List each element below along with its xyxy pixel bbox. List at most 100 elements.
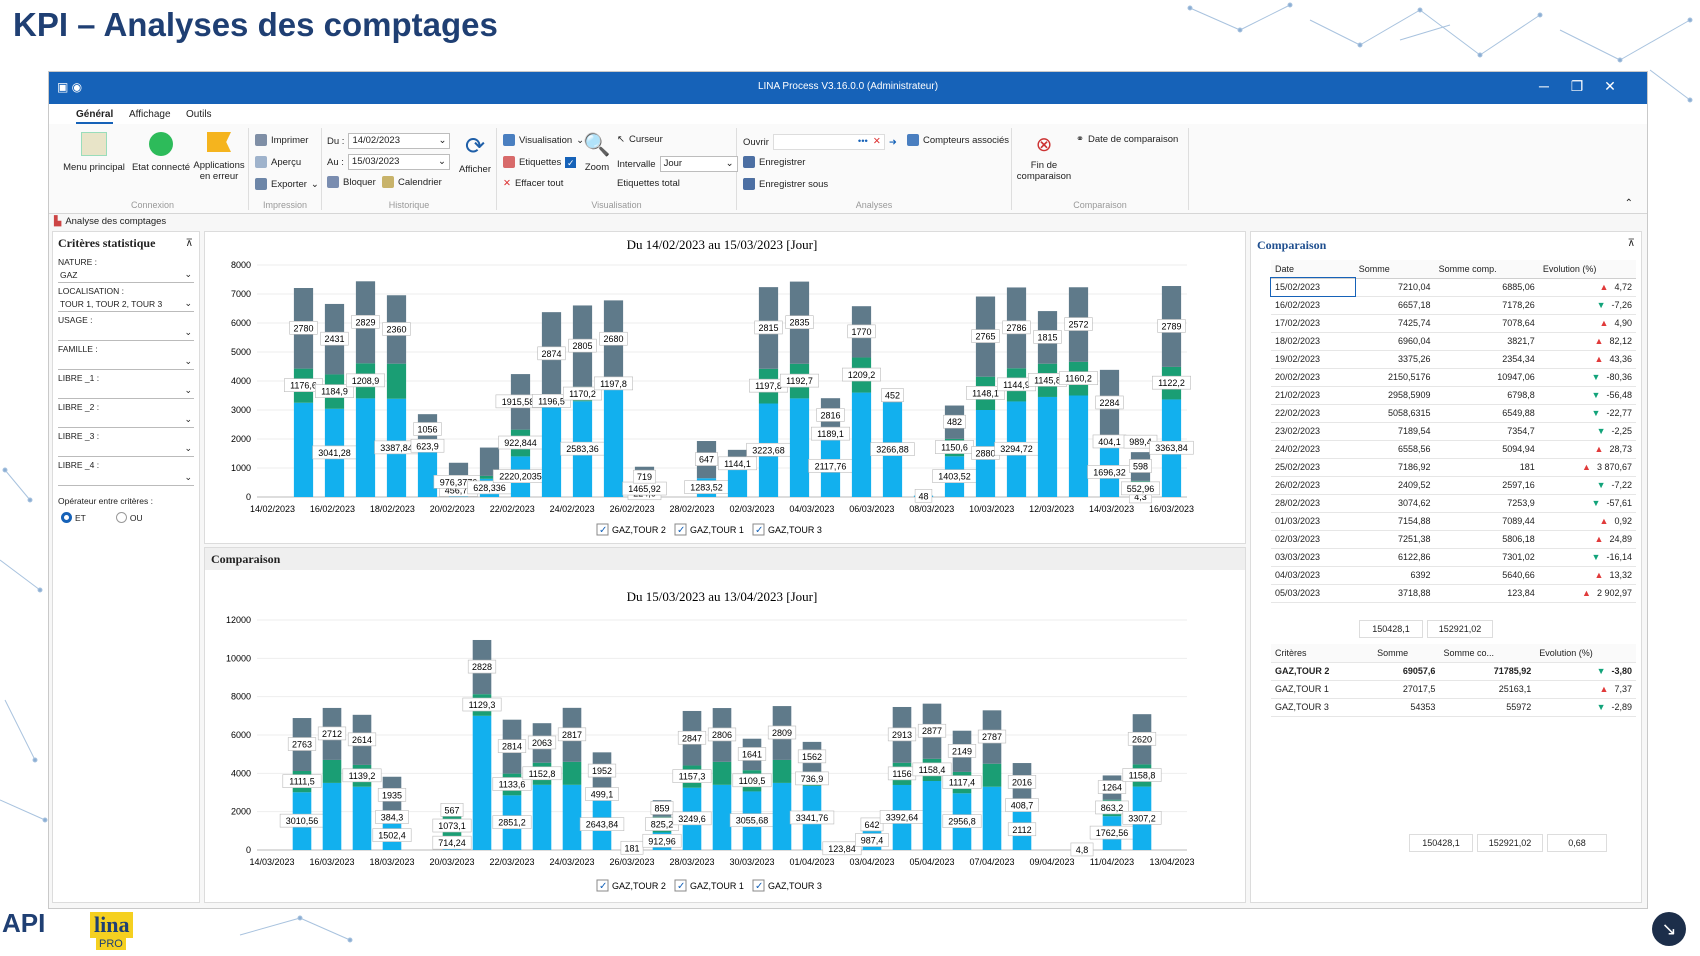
bloquer-button[interactable]: Bloquer <box>327 176 376 188</box>
enregistrer-button[interactable]: Enregistrer <box>743 156 805 168</box>
browse-dots[interactable]: ••• <box>857 136 868 147</box>
criteria-select[interactable]: ⌄ <box>58 471 194 486</box>
pin-icon[interactable]: ⊼ <box>185 238 193 249</box>
tab-affichage[interactable]: Affichage <box>129 109 171 120</box>
table-row[interactable]: 02/03/2023 7251,38 5806,18 ▲ 24,89 <box>1271 530 1636 549</box>
zoom-button[interactable]: 🔍 Zoom <box>583 132 611 173</box>
bar-segment[interactable] <box>322 782 342 850</box>
imprimer-button[interactable]: Imprimer <box>255 134 308 146</box>
bar-segment[interactable] <box>562 761 582 785</box>
etiquettes-toggle[interactable]: Etiquettes ✓ <box>503 156 577 168</box>
table-row[interactable]: 17/02/2023 7425,74 7078,64 ▲ 4,90 <box>1271 314 1636 333</box>
bar-segment[interactable] <box>352 786 372 850</box>
col-somme[interactable]: Somme <box>1354 260 1435 279</box>
bar-segment[interactable] <box>712 761 732 785</box>
bar-segment[interactable] <box>562 784 582 850</box>
etat-connecte-button[interactable]: Etat connecté <box>131 132 191 173</box>
col-somme-comp[interactable]: Somme comp. <box>1434 260 1539 279</box>
bar-segment[interactable] <box>472 715 492 850</box>
etiquettes-checkbox[interactable]: ✓ <box>565 156 577 168</box>
date-au-field[interactable]: 15/03/2023 ⌄ <box>347 154 450 170</box>
legend-checkbox[interactable] <box>674 879 687 892</box>
table-row[interactable]: 01/03/2023 7154,88 7089,44 ▲ 0,92 <box>1271 512 1636 531</box>
bar-segment[interactable] <box>1037 396 1058 497</box>
bar-segment[interactable] <box>789 398 810 497</box>
ouvrir-field[interactable]: ••• ✕ <box>772 134 885 150</box>
bar-segment[interactable] <box>712 784 732 850</box>
legend-item[interactable]: ✓ GAZ,TOUR 2 <box>596 523 666 536</box>
table-row[interactable]: 26/02/2023 2409,52 2597,16 ▼ -7,22 <box>1271 476 1636 495</box>
radio-ou[interactable]: OU <box>115 512 143 523</box>
compteurs-associes-button[interactable]: Compteurs associés <box>907 134 1009 146</box>
bar-segment[interactable] <box>982 786 1002 850</box>
legend-item[interactable]: ✓ GAZ,TOUR 1 <box>674 879 744 892</box>
criteria-select[interactable]: ⌄ <box>58 355 194 370</box>
legend-item[interactable]: ✓ GAZ,TOUR 2 <box>596 879 666 892</box>
table-row[interactable]: GAZ,TOUR 3 54353 55972 ▼ -2,89 <box>1271 698 1636 717</box>
legend-item[interactable]: ✓ GAZ,TOUR 3 <box>752 879 822 892</box>
bar-segment[interactable] <box>541 407 562 497</box>
bar-segment[interactable] <box>386 363 407 399</box>
tab-outils[interactable]: Outils <box>186 109 212 120</box>
col-date[interactable]: Date <box>1271 260 1355 279</box>
table-row[interactable]: 04/03/2023 6392 5640,66 ▲ 13,32 <box>1271 566 1636 585</box>
criteria-select[interactable]: ⌄ <box>58 326 194 341</box>
bar-segment[interactable] <box>479 447 500 476</box>
table-row[interactable]: 22/02/2023 5058,6315 6549,88 ▼ -22,77 <box>1271 404 1636 423</box>
menu-principal-button[interactable]: Menu principal <box>59 132 129 173</box>
col-evolution[interactable]: Evolution (%) <box>1535 644 1636 663</box>
criteria-select[interactable]: GAZ ⌄ <box>58 268 194 283</box>
col-evolution[interactable]: Evolution (%) <box>1538 260 1636 279</box>
apercu-button[interactable]: Aperçu <box>255 156 301 168</box>
table-row[interactable]: GAZ,TOUR 2 69057,6 71785,92 ▼ -3,80 <box>1271 662 1636 681</box>
minimize-button[interactable]: ─ <box>1539 78 1549 94</box>
calendrier-button[interactable]: Calendrier <box>382 176 442 188</box>
quick-access-icon[interactable]: ▣ ◉ <box>57 80 83 94</box>
bar-segment[interactable] <box>417 447 438 497</box>
bar-segment[interactable] <box>479 475 500 479</box>
legend-item[interactable]: ✓ GAZ,TOUR 3 <box>752 523 822 536</box>
table-row[interactable]: 03/03/2023 6122,86 7301,02 ▼ -16,14 <box>1271 548 1636 567</box>
table-row[interactable]: 24/02/2023 6558,56 5094,94 ▲ 28,73 <box>1271 440 1636 459</box>
bar-segment[interactable] <box>982 763 1002 787</box>
table-row[interactable]: 18/02/2023 6960,04 3821,7 ▲ 82,12 <box>1271 332 1636 351</box>
intervalle-select[interactable]: Jour ⌄ <box>659 156 738 172</box>
go-arrow-icon[interactable]: ➜ <box>888 136 897 148</box>
criteria-select[interactable]: ⌄ <box>58 413 194 428</box>
date-du-field[interactable]: 14/02/2023 ⌄ <box>348 133 451 149</box>
bar-segment[interactable] <box>772 782 792 850</box>
legend-checkbox[interactable] <box>752 879 765 892</box>
criteria-select[interactable]: ⌄ <box>58 384 194 399</box>
legend-checkbox[interactable] <box>596 879 609 892</box>
legend-checkbox[interactable] <box>752 523 765 536</box>
table-row[interactable]: 20/02/2023 2150,5176 10947,06 ▼ -80,36 <box>1271 368 1636 387</box>
restore-button[interactable]: ❐ <box>1570 78 1584 94</box>
table-row[interactable]: 28/02/2023 3074,62 7253,9 ▼ -57,61 <box>1271 494 1636 513</box>
tab-general[interactable]: Général <box>76 109 114 124</box>
collapse-ribbon-icon[interactable]: ⌃ <box>1624 198 1633 209</box>
fin-comparaison-button[interactable]: ⊗ Fin de comparaison <box>1016 132 1072 182</box>
col-criteres[interactable]: Critères <box>1271 644 1374 663</box>
bar-segment[interactable] <box>603 389 624 497</box>
bar-segment[interactable] <box>532 784 552 850</box>
date-comparaison-button[interactable]: ⚭ Date de comparaison <box>1076 134 1178 145</box>
bar-segment[interactable] <box>851 392 872 497</box>
bar-segment[interactable] <box>322 759 342 783</box>
effacer-tout-button[interactable]: ✕ Effacer tout <box>503 178 563 189</box>
bar-segment[interactable] <box>1068 395 1089 498</box>
exporter-button[interactable]: Exporter ⌄ <box>255 178 319 190</box>
table-row[interactable]: 25/02/2023 7186,92 181 ▲ 3 870,67 <box>1271 458 1636 477</box>
col-somme-co[interactable]: Somme co... <box>1439 644 1536 663</box>
legend-checkbox[interactable] <box>596 523 609 536</box>
close-button[interactable]: ✕ <box>1604 78 1616 94</box>
criteria-select[interactable]: ⌄ <box>58 442 194 457</box>
table-row[interactable]: 23/02/2023 7189,54 7354,7 ▼ -2,25 <box>1271 422 1636 441</box>
table-row[interactable]: 19/02/2023 3375,26 2354,34 ▲ 43,36 <box>1271 350 1636 369</box>
table-row[interactable]: 21/02/2023 2958,5909 6798,8 ▼ -56,48 <box>1271 386 1636 405</box>
bar-segment[interactable] <box>922 781 942 850</box>
clear-icon[interactable]: ✕ <box>872 136 881 147</box>
bar-segment[interactable] <box>772 759 792 783</box>
table-row[interactable]: GAZ,TOUR 1 27017,5 25163,1 ▲ 7,37 <box>1271 680 1636 699</box>
bar-segment[interactable] <box>293 402 314 497</box>
legend-item[interactable]: ✓ GAZ,TOUR 1 <box>674 523 744 536</box>
